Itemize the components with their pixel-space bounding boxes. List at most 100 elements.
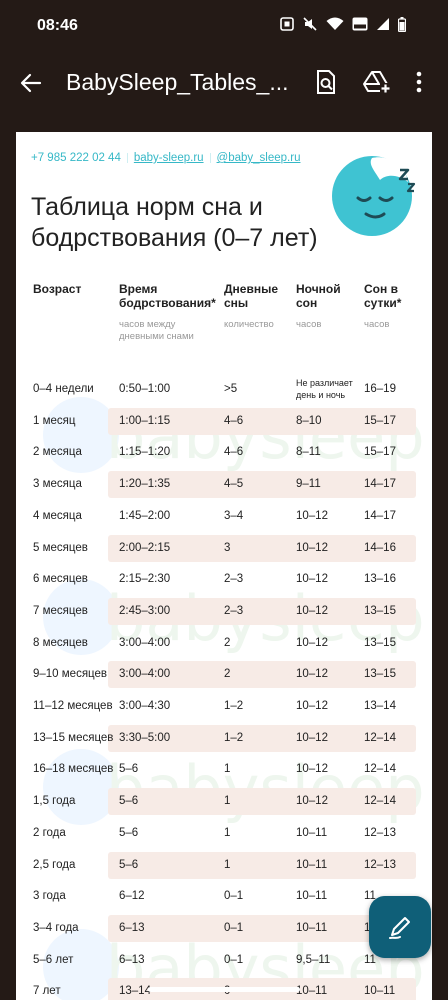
cell-total: 12–14 <box>364 795 396 808</box>
cell-age: 3 года <box>33 890 66 903</box>
cell-age: 4 месяца <box>33 509 82 522</box>
cell-total: 15–17 <box>364 446 396 459</box>
wifi-icon <box>326 17 344 36</box>
cell-awake: 2:45–3:00 <box>119 604 171 617</box>
cell-naps: 4–5 <box>224 478 244 491</box>
table-row: 9–10 месяцев 3:00–4:00 2 10–12 13–15 <box>16 661 432 689</box>
battery-icon <box>397 16 407 37</box>
cell-night: 10–12 <box>296 636 328 649</box>
column-subheader: количество <box>224 319 274 330</box>
row-highlight <box>108 597 416 625</box>
cell-total: 13–16 <box>364 573 396 586</box>
site-link[interactable]: baby-sleep.ru <box>133 152 204 164</box>
gesture-nav-bar[interactable] <box>148 987 300 992</box>
cell-naps: >5 <box>224 383 238 395</box>
cell-naps: 0–1 <box>224 953 244 966</box>
cell-awake: 3:00–4:00 <box>119 636 171 649</box>
table-row: 6 месяцев 2:15–2:30 2–3 10–12 13–16 <box>16 566 432 593</box>
cell-age: 2 месяца <box>33 446 82 459</box>
cell-naps: 0–1 <box>224 890 244 903</box>
cell-age: 3–4 года <box>33 921 79 934</box>
cell-night: 10–11 <box>296 858 328 871</box>
cell-naps: 2–3 <box>224 604 244 617</box>
cell-awake: 5–6 <box>119 858 139 871</box>
cell-naps: 2–3 <box>224 573 244 586</box>
cell-total: 12–13 <box>364 826 396 839</box>
cell-total: 12–14 <box>364 763 396 776</box>
cell-night: 10–12 <box>296 604 328 617</box>
cell-total: 14–17 <box>364 478 396 491</box>
table-row: 11–12 месяцев 3:00–4:30 1–2 10–12 13–14 <box>16 693 432 720</box>
cell-age: 0–4 недели <box>33 383 94 395</box>
status-icons <box>280 16 407 37</box>
edit-fab-button[interactable] <box>369 896 431 958</box>
cell-total: 16–19 <box>364 383 396 395</box>
table-row: 8 месяцев 3:00–4:00 2 10–12 13–15 <box>16 630 432 657</box>
row-highlight <box>108 534 416 562</box>
cell-total: 14–17 <box>364 509 396 522</box>
table-row: 0–4 недели 0:50–1:00 >5 Не различает день и… <box>16 376 432 403</box>
cell-awake: 2:15–2:30 <box>119 573 171 586</box>
cell-total: 13–15 <box>364 604 396 617</box>
cell-age: 7 лет <box>33 985 61 998</box>
table-row: 3 года 6–12 0–1 10–11 11 <box>16 883 432 910</box>
cell-night: 9–11 <box>296 478 321 491</box>
cell-age: 2 года <box>33 826 66 839</box>
status-bar: 08:46 <box>0 0 448 52</box>
mute-icon <box>302 16 318 37</box>
status-time: 08:46 <box>37 17 78 34</box>
add-to-drive-icon[interactable] <box>363 69 391 95</box>
column-header: Дневные сны <box>224 282 279 310</box>
table-row: 1,5 года 5–6 1 10–12 12–14 <box>16 788 432 816</box>
cell-awake: 5–6 <box>119 763 139 776</box>
table-row: 5 месяцев 2:00–2:15 3 10–12 14–16 <box>16 534 432 562</box>
watermark: babysleep <box>43 397 425 473</box>
cell-awake: 1:20–1:35 <box>119 478 171 491</box>
cell-age: 7 месяцев <box>33 604 88 617</box>
cell-awake: 3:00–4:00 <box>119 668 171 681</box>
cell-night: 10–12 <box>296 763 328 776</box>
cell-age: 11–12 месяцев <box>33 700 113 712</box>
divider <box>126 152 128 163</box>
cell-age: 8 месяцев <box>33 636 88 649</box>
cell-night: 8–10 <box>296 414 322 427</box>
column-subheader: часов <box>296 319 322 330</box>
sleeping-baby-logo <box>332 156 416 236</box>
cell-total: 12–13 <box>364 858 396 871</box>
more-vert-icon[interactable] <box>414 69 424 95</box>
cell-awake: 6–12 <box>119 890 145 903</box>
cell-naps: 0–1 <box>224 921 244 934</box>
cell-awake: 2:00–2:15 <box>119 541 171 554</box>
cell-awake: 1:00–1:15 <box>119 414 171 427</box>
table-row: 7 месяцев 2:45–3:00 2–3 10–12 13–15 <box>16 597 432 625</box>
table-row: 1 месяц 1:00–1:15 4–6 8–10 15–17 <box>16 407 432 435</box>
screenshot-icon <box>280 17 294 36</box>
phone-link[interactable]: +7 985 222 02 44 <box>31 152 121 164</box>
find-in-document-icon[interactable] <box>313 69 339 95</box>
cell-night: Не различает день и ночь <box>296 378 353 400</box>
cell-naps: 1 <box>224 763 231 776</box>
cell-night: 10–12 <box>296 731 328 744</box>
cell-night: 10–11 <box>296 985 328 998</box>
pdf-page[interactable]: babysleep babysleep babysleep babysleep … <box>16 132 432 1000</box>
divider <box>209 152 211 163</box>
cell-naps: 4–6 <box>224 414 244 427</box>
cell-awake: 6–13 <box>119 921 145 934</box>
cell-age: 13–15 месяцев <box>33 731 114 744</box>
arrow-back-icon[interactable] <box>18 70 44 96</box>
column-subheader: часов <box>364 319 390 330</box>
cell-naps: 1 <box>224 826 231 839</box>
row-highlight <box>108 471 416 499</box>
table-row: 2 месяца 1:15–1:20 4–6 8–11 15–17 <box>16 439 432 466</box>
edit-pen-icon <box>389 917 410 939</box>
cell-night: 10–12 <box>296 795 328 808</box>
column-header: Возраст <box>33 282 82 296</box>
cell-night: 10–12 <box>296 668 328 681</box>
instagram-link[interactable]: @baby_sleep.ru <box>216 152 301 164</box>
table-row: 2,5 года 5–6 1 10–11 12–13 <box>16 851 432 879</box>
cell-age: 9–10 месяцев <box>33 668 108 681</box>
cell-night: 10–11 <box>296 826 328 839</box>
row-highlight <box>108 851 416 879</box>
cell-naps: 3 <box>224 541 231 554</box>
cell-night: 9,5–11 <box>296 953 331 966</box>
